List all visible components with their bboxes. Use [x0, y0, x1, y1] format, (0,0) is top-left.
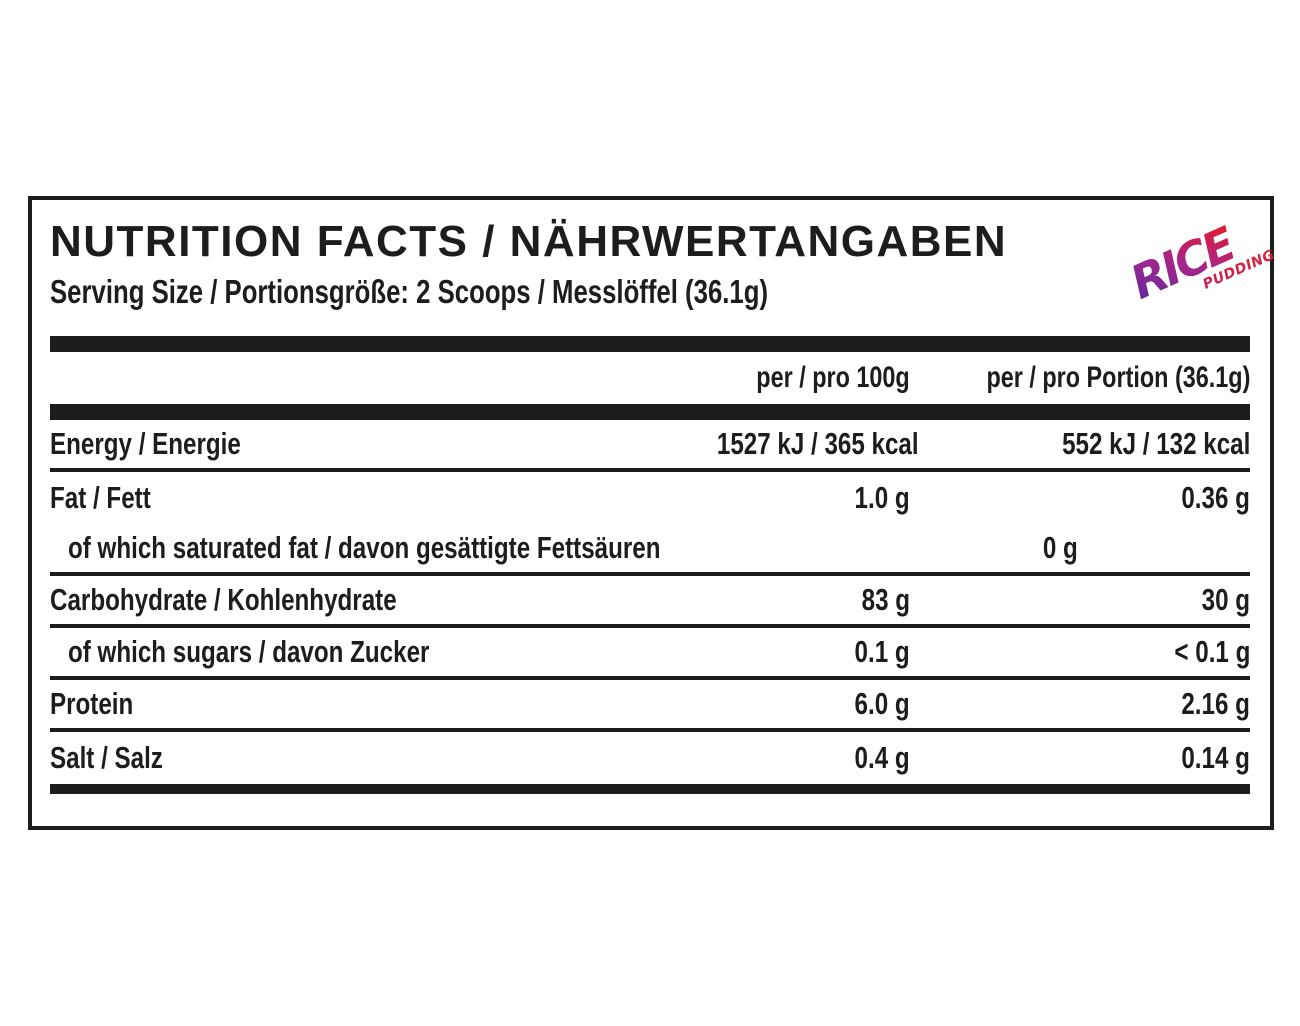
- logo-brand-text: RICE: [1123, 216, 1244, 309]
- value-per-100g: 1527 kJ / 365 kcal: [716, 426, 919, 461]
- row-saturated-fat: of which saturated fat / davon gesättigt…: [50, 524, 1250, 576]
- value-per-100g: 0.1 g: [854, 634, 910, 669]
- row-label: Salt / Salz: [50, 740, 163, 775]
- row-label: of which sugars / davon Zucker: [68, 634, 430, 669]
- row-carbohydrate: Carbohydrate / Kohlenhydrate 83 g 30 g: [50, 576, 1250, 628]
- column-header-per-100g: per / pro 100g: [756, 361, 910, 394]
- value-per-100g: 0 g: [1042, 530, 1078, 565]
- value-per-portion: 30 g: [1201, 582, 1250, 617]
- divider-bar-header: [50, 404, 1250, 420]
- row-sugars: of which sugars / davon Zucker 0.1 g < 0…: [50, 628, 1250, 680]
- nutrition-label-box: NUTRITION FACTS / NÄHRWERTANGABEN Servin…: [28, 196, 1277, 830]
- divider-bar-top: [50, 336, 1250, 352]
- value-per-100g: 83 g: [861, 582, 910, 617]
- row-label: Carbohydrate / Kohlenhydrate: [50, 582, 397, 617]
- value-per-portion: < 0.1 g: [1174, 634, 1250, 669]
- value-per-portion: 0.36 g: [1181, 480, 1250, 515]
- table-header-row: per / pro 100g per / pro Portion (36.1g): [50, 352, 1250, 404]
- value-per-100g: 6.0 g: [854, 686, 910, 721]
- row-protein: Protein 6.0 g 2.16 g: [50, 680, 1250, 732]
- value-per-portion: 552 kJ / 132 kcal: [1061, 426, 1250, 461]
- row-energy: Energy / Energie 1527 kJ / 365 kcal 552 …: [50, 420, 1250, 472]
- page-title: NUTRITION FACTS / NÄHRWERTANGABEN: [50, 217, 1008, 266]
- serving-size-line: Serving Size / Portionsgröße: 2 Scoops /…: [50, 274, 1250, 310]
- value-per-portion: 0.14 g: [1181, 740, 1250, 775]
- row-label: Energy / Energie: [50, 426, 241, 461]
- row-fat: Fat / Fett 1.0 g 0.36 g: [50, 472, 1250, 524]
- column-header-per-portion: per / pro Portion (36.1g): [986, 361, 1250, 394]
- row-label: Protein: [50, 686, 134, 721]
- serving-size-text: Serving Size / Portionsgröße: 2 Scoops /…: [50, 273, 769, 310]
- row-label: Fat / Fett: [50, 480, 151, 515]
- row-salt: Salt / Salz 0.4 g 0.14 g: [50, 732, 1250, 784]
- value-per-portion: 0 g: [1078, 530, 1300, 566]
- divider-bar-bottom: [50, 784, 1250, 794]
- rice-pudding-logo: RICE PUDDING: [1123, 216, 1278, 309]
- value-per-100g: 1.0 g: [854, 480, 910, 515]
- value-per-100g: 0.4 g: [854, 740, 910, 775]
- label-content: NUTRITION FACTS / NÄHRWERTANGABEN Servin…: [32, 200, 1277, 826]
- row-label: of which saturated fat / davon gesättigt…: [68, 530, 661, 565]
- value-per-portion: 2.16 g: [1181, 686, 1250, 721]
